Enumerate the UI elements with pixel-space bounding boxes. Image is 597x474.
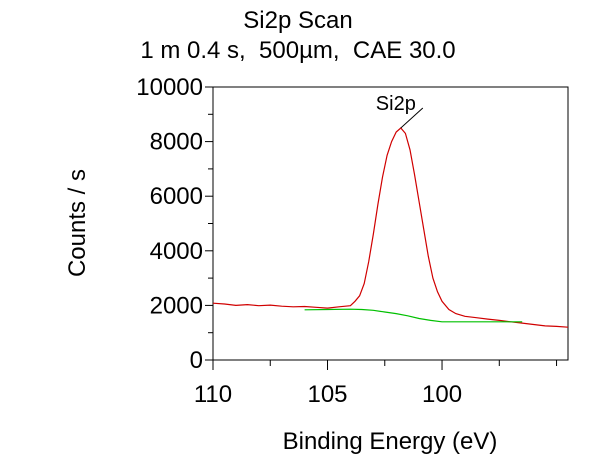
y-axis-label: Counts / s — [64, 169, 91, 277]
chart-title: Si2p Scan — [243, 7, 352, 34]
y-tick-label: 10000 — [136, 74, 203, 101]
y-axis: 0 2000 4000 6000 8000 10000 — [136, 74, 213, 374]
y-tick-label: 2000 — [150, 292, 203, 319]
plot-frame — [212, 86, 569, 361]
y-tick-label: 6000 — [150, 183, 203, 210]
y-tick-label: 8000 — [150, 129, 203, 156]
x-axis-label: Binding Energy (eV) — [283, 428, 498, 455]
peak-annotation-label: Si2p — [376, 93, 416, 115]
x-tick-label: 110 — [194, 381, 232, 408]
spectrum-line — [212, 127, 569, 328]
x-tick-label: 100 — [422, 381, 462, 408]
series-layer — [212, 127, 569, 328]
y-tick-label: 4000 — [150, 238, 203, 265]
annotation-leader — [400, 107, 424, 129]
chart-subtitle: 1 m 0.4 s, 500µm, CAE 30.0 — [140, 37, 455, 64]
y-tick-label: 0 — [190, 347, 203, 374]
x-axis: 110 105 100 — [194, 360, 558, 408]
background-line — [304, 308, 523, 323]
annotation-layer: Si2p — [376, 93, 424, 129]
x-tick-label: 105 — [307, 381, 347, 408]
